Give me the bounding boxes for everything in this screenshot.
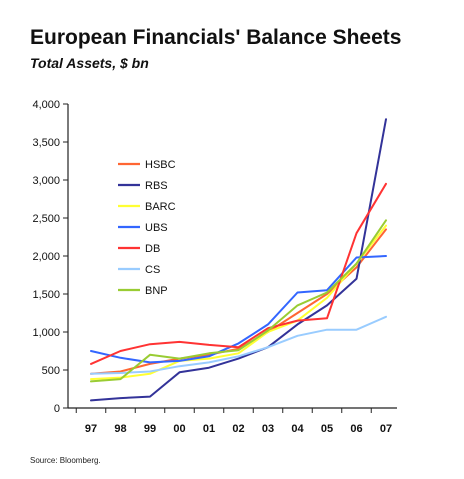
legend-label-ubs: UBS <box>145 222 168 234</box>
legend-label-rbs: RBS <box>145 180 168 192</box>
series-line-db <box>90 182 387 365</box>
y-tick-label: 4,000 <box>32 99 60 111</box>
chart-axes: 05001,0001,5002,0002,5003,0003,5004,0009… <box>32 99 397 435</box>
legend-label-db: DB <box>145 243 160 255</box>
y-tick-label: 0 <box>54 403 60 415</box>
legend-label-barc: BARC <box>145 201 176 213</box>
chart-subtitle: Total Assets, $ bn <box>30 55 149 71</box>
x-tick-label: 03 <box>262 423 274 435</box>
x-tick-label: 99 <box>144 423 156 435</box>
y-tick-label: 2,000 <box>32 251 60 263</box>
series-line-rbs <box>90 118 387 402</box>
chart-legend: HSBC RBS BARC UBS DB CS BNP <box>118 159 176 297</box>
x-tick-label: 98 <box>114 423 126 435</box>
x-tick-label: 00 <box>173 423 185 435</box>
series-line-cs <box>90 315 387 375</box>
y-tick-label: 2,500 <box>32 213 60 225</box>
series-line-ubs <box>90 255 387 364</box>
x-tick-label: 06 <box>350 423 362 435</box>
x-tick-label: 04 <box>291 423 304 435</box>
y-tick-label: 3,500 <box>32 137 60 149</box>
series-line-bnp <box>90 219 387 383</box>
y-tick-label: 1,000 <box>32 327 60 339</box>
x-tick-label: 02 <box>232 423 244 435</box>
x-tick-label: 97 <box>85 423 97 435</box>
source-note: Source: Bloomberg. <box>30 456 101 465</box>
chart-title: European Financials' Balance Sheets <box>30 26 402 49</box>
y-tick-label: 1,500 <box>32 289 60 301</box>
series-line-barc <box>90 224 387 381</box>
y-tick-label: 3,000 <box>32 175 60 187</box>
legend-label-bnp: BNP <box>145 285 168 297</box>
legend-label-hsbc: HSBC <box>145 159 176 171</box>
series-lines <box>90 118 387 402</box>
x-tick-label: 05 <box>321 423 333 435</box>
x-tick-label: 01 <box>203 423 215 435</box>
y-tick-label: 500 <box>42 365 60 377</box>
legend-label-cs: CS <box>145 264 160 276</box>
x-tick-label: 07 <box>380 423 392 435</box>
